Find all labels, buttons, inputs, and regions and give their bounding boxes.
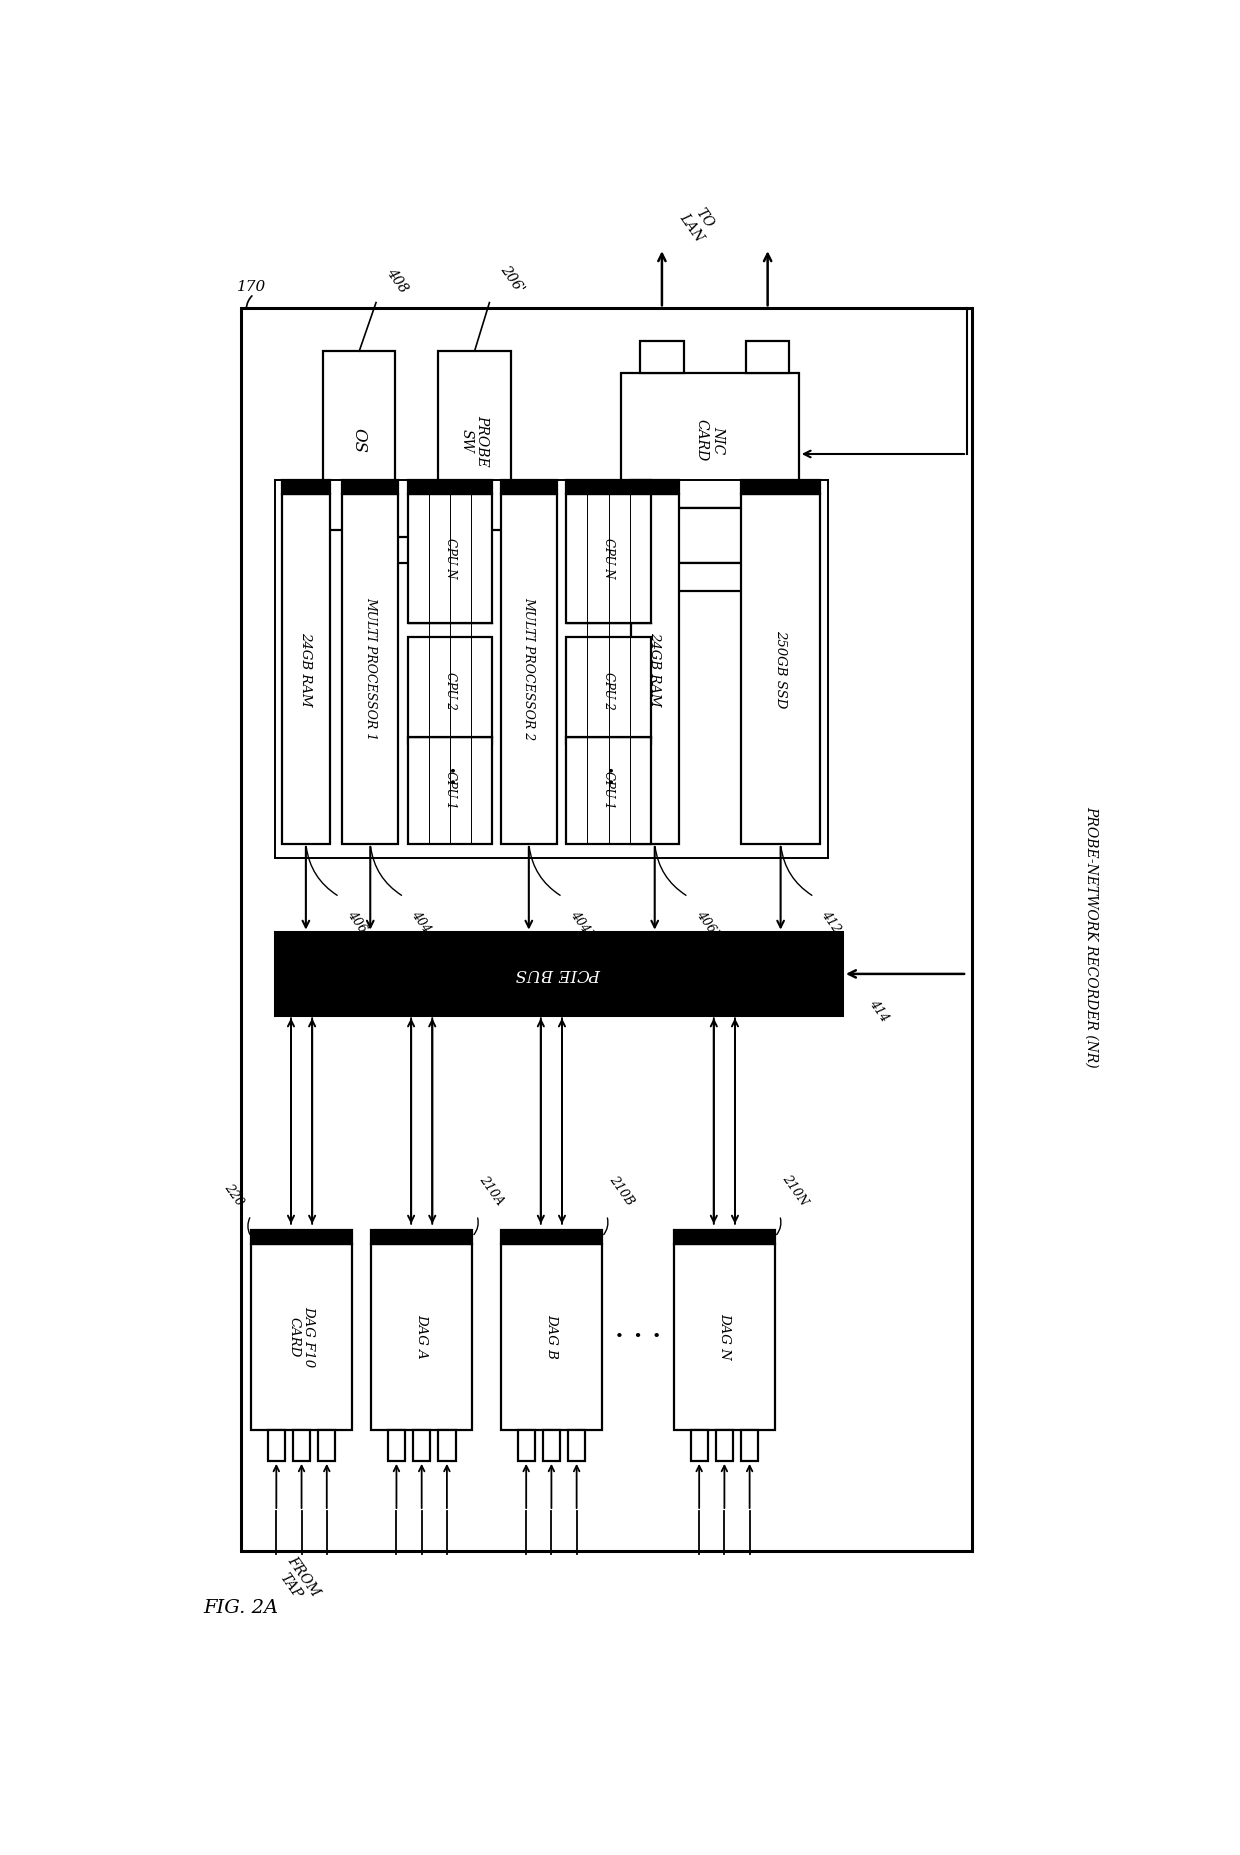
Text: 412: 412 bbox=[820, 909, 843, 935]
Text: 406A: 406A bbox=[345, 909, 374, 942]
Text: TO
LAN: TO LAN bbox=[677, 200, 719, 245]
Bar bbox=[715, 1430, 733, 1462]
Bar bbox=[543, 1430, 560, 1462]
Text: MULTI PROCESSOR 1: MULTI PROCESSOR 1 bbox=[363, 597, 377, 740]
Bar bbox=[281, 480, 330, 493]
Bar bbox=[652, 562, 766, 592]
Bar bbox=[408, 493, 492, 623]
Text: 210B: 210B bbox=[606, 1174, 636, 1208]
Bar bbox=[517, 1430, 534, 1462]
Text: DAG N: DAG N bbox=[718, 1313, 730, 1360]
Text: PCIE BUS: PCIE BUS bbox=[516, 965, 601, 983]
Bar bbox=[567, 480, 651, 493]
Bar bbox=[501, 480, 557, 493]
Bar bbox=[439, 351, 511, 531]
Text: 170: 170 bbox=[237, 280, 265, 293]
Bar bbox=[675, 1245, 775, 1430]
Text: 210A: 210A bbox=[477, 1174, 506, 1208]
Text: FIG. 2A: FIG. 2A bbox=[203, 1599, 278, 1618]
Text: 206': 206' bbox=[497, 262, 526, 295]
Bar bbox=[413, 1430, 430, 1462]
Text: CPU N: CPU N bbox=[444, 538, 456, 579]
Bar bbox=[408, 736, 492, 844]
Text: DAG F10
CARD: DAG F10 CARD bbox=[288, 1306, 315, 1367]
Bar bbox=[631, 480, 678, 493]
Text: 250GB SSD: 250GB SSD bbox=[774, 629, 787, 709]
Text: • •: • • bbox=[603, 766, 615, 785]
Text: 406B: 406B bbox=[693, 909, 723, 942]
Text: 408: 408 bbox=[383, 265, 410, 295]
Bar bbox=[293, 1430, 310, 1462]
Bar bbox=[388, 1430, 405, 1462]
Text: PROBE
SW: PROBE SW bbox=[460, 416, 490, 466]
Bar bbox=[371, 1230, 472, 1245]
Bar bbox=[371, 1245, 472, 1430]
Bar bbox=[675, 1230, 775, 1245]
Bar bbox=[568, 1430, 585, 1462]
Bar bbox=[342, 480, 398, 493]
Text: DAG A: DAG A bbox=[415, 1315, 428, 1360]
Text: 24GB RAM: 24GB RAM bbox=[299, 633, 312, 707]
Bar bbox=[501, 1230, 601, 1245]
Text: 220: 220 bbox=[222, 1182, 247, 1208]
Bar bbox=[742, 1430, 759, 1462]
Bar bbox=[438, 1430, 455, 1462]
Bar bbox=[567, 736, 651, 844]
Bar bbox=[631, 493, 678, 844]
Bar bbox=[742, 480, 820, 493]
Text: DAG B: DAG B bbox=[544, 1315, 558, 1360]
Bar bbox=[250, 1230, 352, 1245]
Text: PROBE-NETWORK RECORDER (NR): PROBE-NETWORK RECORDER (NR) bbox=[1085, 805, 1099, 1068]
Bar bbox=[691, 1430, 708, 1462]
Bar bbox=[621, 373, 799, 508]
Bar bbox=[567, 493, 651, 623]
Text: 414: 414 bbox=[866, 996, 890, 1024]
Text: CPU 1: CPU 1 bbox=[444, 772, 456, 809]
Text: •  •  •: • • • bbox=[615, 1330, 661, 1343]
Text: CPU 1: CPU 1 bbox=[603, 772, 615, 809]
Text: CPU 2: CPU 2 bbox=[444, 672, 456, 709]
Text: 404B: 404B bbox=[567, 909, 596, 942]
Bar bbox=[746, 341, 789, 373]
Text: NIC
CARD: NIC CARD bbox=[694, 419, 725, 462]
Text: OS: OS bbox=[351, 429, 368, 453]
Bar bbox=[319, 1430, 336, 1462]
Text: MULTI PROCESSOR 2: MULTI PROCESSOR 2 bbox=[522, 597, 536, 740]
Bar bbox=[635, 508, 785, 562]
Bar bbox=[640, 341, 683, 373]
Bar bbox=[408, 480, 492, 493]
Text: 24GB RAM: 24GB RAM bbox=[649, 633, 661, 707]
Text: 210N: 210N bbox=[780, 1172, 811, 1208]
Bar bbox=[281, 493, 330, 844]
Bar bbox=[501, 493, 557, 844]
Bar bbox=[342, 493, 398, 844]
Bar bbox=[360, 536, 475, 562]
Text: FROM
TAP: FROM TAP bbox=[272, 1554, 322, 1608]
Text: CPU N: CPU N bbox=[603, 538, 615, 579]
Text: • •: • • bbox=[444, 766, 456, 785]
Bar bbox=[567, 636, 651, 744]
Bar bbox=[250, 1245, 352, 1430]
Bar bbox=[242, 308, 972, 1551]
Text: CPU 2: CPU 2 bbox=[603, 672, 615, 709]
Bar bbox=[324, 351, 396, 531]
Bar bbox=[275, 933, 842, 1015]
Bar bbox=[742, 493, 820, 844]
Bar bbox=[501, 1245, 601, 1430]
Bar bbox=[408, 636, 492, 744]
Bar bbox=[268, 1430, 285, 1462]
Text: 404A: 404A bbox=[409, 909, 438, 942]
